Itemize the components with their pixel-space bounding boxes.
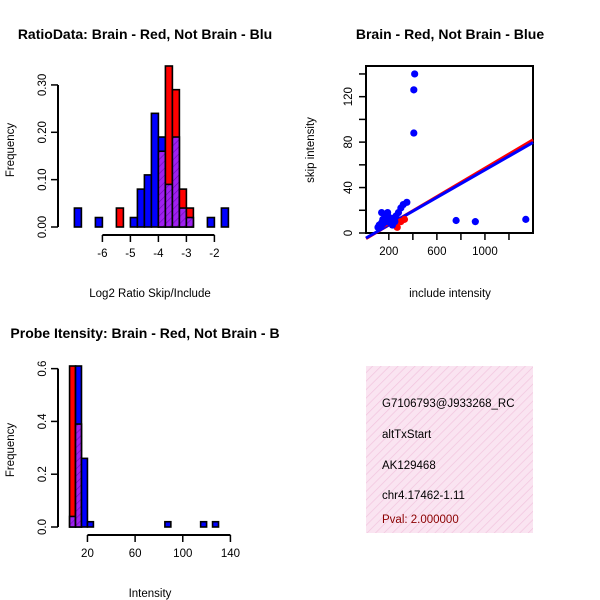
probe-bar-2	[80, 457, 89, 528]
info-panel: G7106793@J933268_RC altTxStart AK129468 …	[366, 366, 533, 533]
ratio-bar-0	[73, 207, 83, 228]
ratio-overlap-bar-13	[164, 183, 174, 228]
ratio-bar-6	[115, 207, 125, 228]
scatter-point-not-brain-25	[452, 216, 460, 225]
info-pval: Pval: 2.000000	[382, 514, 459, 526]
ratio-y-tick-label-2: 0.20	[37, 121, 49, 143]
ratio-bar-11	[150, 112, 160, 228]
scatter-point-not-brain-0	[411, 70, 419, 78]
scatter-ylabel: skip intensity	[305, 117, 317, 183]
ratio-overlap-bar-14	[171, 136, 181, 228]
probe-bar-24	[211, 520, 220, 528]
ratio-histogram-bars	[73, 65, 230, 228]
ratio-bar-10	[143, 174, 153, 228]
scatter-title: Brain - Red, Not Brain - Blue	[356, 26, 544, 42]
ratio-histogram-panel: RatioData: Brain - Red, Not Brain - Blu …	[5, 26, 272, 300]
scatter-y-tick-label-1: 40	[343, 181, 355, 194]
scatter-y-tick-label-0: 0	[343, 230, 355, 236]
ratio-y-tick-label-3: 0.30	[37, 74, 49, 96]
scatter-point-not-brain-19	[384, 208, 392, 217]
probe-x-tick-label-0: 20	[81, 548, 94, 560]
ratio-y-tick-label-1: 0.10	[37, 168, 49, 190]
probe-overlap-bar-0	[68, 515, 77, 528]
ratio-bar-19	[206, 216, 216, 228]
info-crop-mask	[533, 380, 600, 420]
info-locus: chr4.17462-1.11	[382, 490, 465, 502]
probe-bar-3	[86, 520, 95, 528]
probe-bar-16	[164, 520, 172, 528]
scatter-plot-box	[365, 65, 534, 234]
scatter-axes: 0 40 80 120 200 600 1000	[343, 73, 510, 258]
probe-x-tick-label-1: 60	[129, 548, 142, 560]
info-accession: AK129468	[382, 460, 436, 472]
info-background	[366, 366, 533, 533]
scatter-x-tick-label-2: 1000	[472, 246, 498, 258]
scatter-point-not-brain-27	[522, 215, 530, 223]
ratio-histogram-title: RatioData: Brain - Red, Not Brain - Blu	[18, 26, 272, 42]
probe-y-tick-label-2: 0.4	[37, 413, 49, 430]
probe-x-tick-label-2: 100	[173, 548, 192, 560]
probe-histogram-axes: 0.0 0.2 0.4 0.6 20 60 100 140	[37, 361, 240, 560]
scatter-point-not-brain-17	[374, 223, 382, 231]
scatter-point-not-brain-24	[378, 208, 386, 217]
probe-overlap-bar-1	[74, 423, 83, 528]
scatter-content	[365, 70, 534, 240]
scatter-point-not-brain-26	[471, 218, 479, 226]
ratio-overlap-bar-16	[185, 216, 195, 228]
scatter-xlabel: include intensity	[409, 288, 491, 300]
probe-y-tick-label-1: 0.2	[37, 466, 49, 482]
ratio-x-tick-label-3: -3	[181, 248, 191, 260]
ratio-x-tick-label-2: -4	[153, 248, 164, 260]
scatter-y-tick-label-2: 80	[343, 136, 355, 149]
ratio-x-tick-label-4: -2	[209, 248, 219, 260]
ratio-x-tick-label-0: -6	[97, 248, 107, 260]
scatter-x-tick-label-1: 600	[427, 246, 446, 258]
ratio-bar-21	[220, 207, 230, 228]
scatter-point-brain-6	[400, 215, 409, 223]
scatter-point-not-brain-22	[391, 218, 399, 226]
ratio-bar-3	[94, 216, 104, 228]
ratio-overlap-bar-15	[178, 207, 188, 228]
scatter-point-not-brain-23	[379, 215, 387, 223]
ratio-x-tick-label-1: -5	[125, 248, 135, 260]
probe-x-tick-label-3: 140	[221, 548, 240, 560]
scatter-point-not-brain-2	[410, 129, 418, 137]
ratio-bar-8	[129, 216, 139, 228]
info-probe-id: G7106793@J933268_RC	[382, 398, 515, 410]
probe-bar-0	[68, 365, 77, 528]
scatter-point-not-brain-1	[410, 86, 418, 94]
probe-y-tick-label-0: 0.0	[37, 519, 49, 535]
info-event-type: altTxStart	[382, 429, 432, 441]
scatter-y-tick-label-3: 120	[343, 87, 355, 106]
ratio-bar-9	[136, 188, 146, 228]
probe-histogram-title: Probe Itensity: Brain - Red, Not Brain -…	[10, 325, 279, 341]
probe-histogram-xlabel: Intensity	[129, 588, 172, 600]
probe-histogram-panel: Probe Itensity: Brain - Red, Not Brain -…	[5, 325, 280, 600]
ratio-y-tick-label-0: 0.00	[37, 216, 49, 238]
ratio-overlap-bar-12	[157, 150, 167, 228]
probe-histogram-bars	[68, 365, 220, 528]
probe-y-tick-label-3: 0.6	[37, 361, 49, 377]
ratio-histogram-axes: 0.00 0.10 0.20 0.30 -6 -5 -4 -3 -2	[37, 74, 220, 260]
probe-bar-22	[199, 520, 208, 528]
intensity-scatter-panel: Brain - Red, Not Brain - Blue include in…	[305, 26, 544, 300]
scatter-x-tick-label-0: 200	[379, 246, 398, 258]
ratio-histogram-xlabel: Log2 Ratio Skip/Include	[89, 288, 210, 300]
probe-histogram-ylabel: Frequency	[5, 423, 17, 478]
ratio-histogram-ylabel: Frequency	[5, 123, 17, 178]
